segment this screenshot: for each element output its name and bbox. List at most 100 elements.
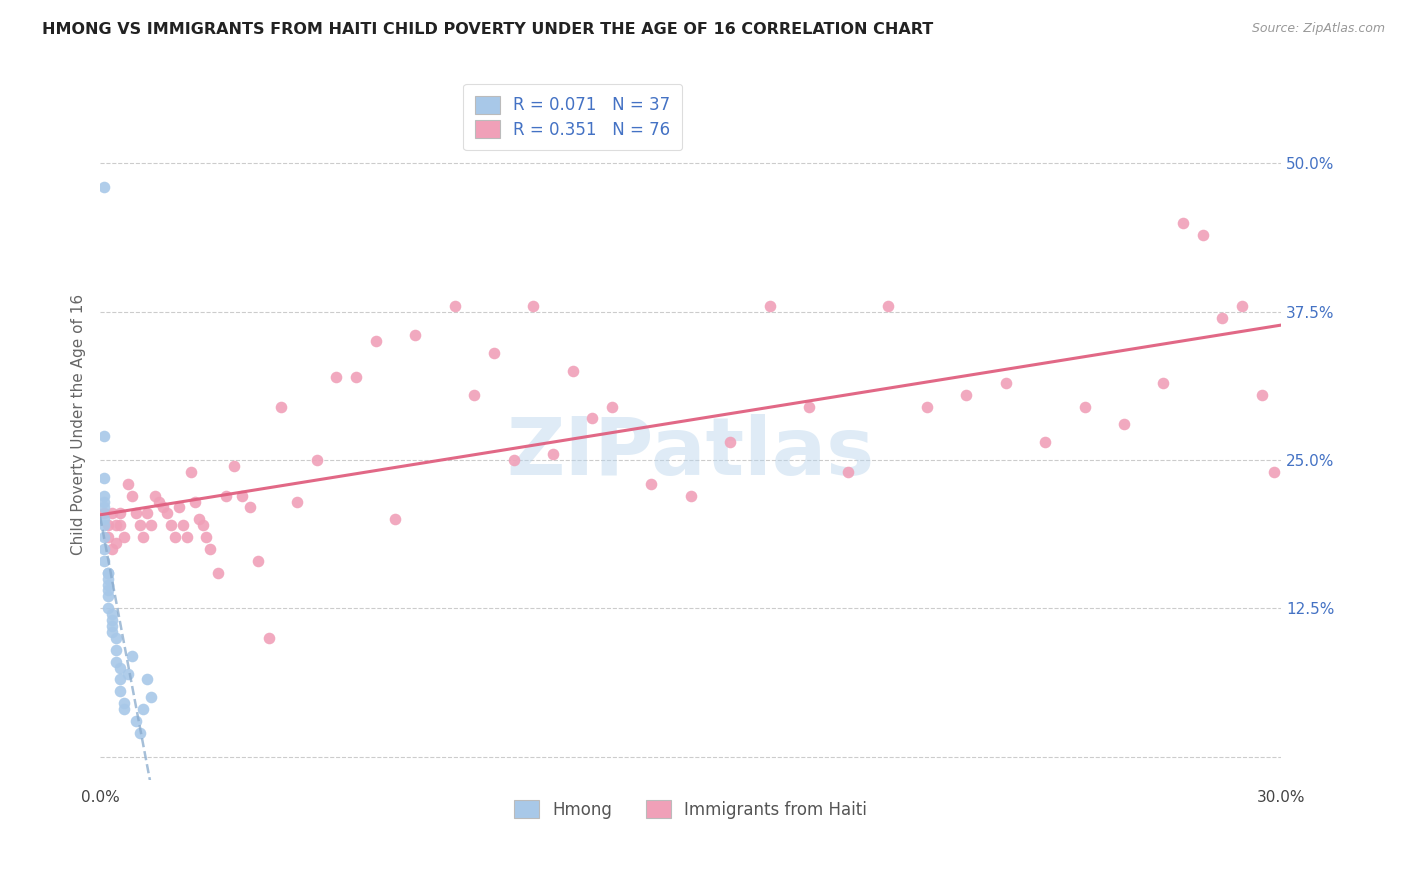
Point: [200, 541, 222, 556]
Point: [104, 631, 127, 645]
Point: [522, 299, 544, 313]
Point: [97, 590, 120, 604]
Point: [136, 507, 159, 521]
Point: [101, 619, 124, 633]
Point: [108, 507, 131, 521]
Point: [758, 299, 780, 313]
Point: [344, 370, 367, 384]
Point: [231, 489, 253, 503]
Text: ZIPatlas: ZIPatlas: [506, 414, 875, 491]
Point: [259, 631, 281, 645]
Point: [167, 500, 190, 515]
Point: [163, 530, 186, 544]
Point: [93, 180, 115, 194]
Point: [108, 684, 131, 698]
Point: [93, 500, 115, 515]
Point: [797, 400, 820, 414]
Point: [1230, 299, 1253, 313]
Point: [160, 518, 183, 533]
Point: [93, 429, 115, 443]
Point: [1263, 465, 1285, 479]
Point: [104, 518, 127, 533]
Point: [195, 530, 218, 544]
Point: [97, 601, 120, 615]
Point: [128, 726, 150, 740]
Point: [541, 447, 564, 461]
Point: [93, 507, 115, 521]
Point: [101, 625, 124, 640]
Point: [1250, 388, 1272, 402]
Point: [183, 494, 205, 508]
Point: [93, 489, 115, 503]
Point: [117, 666, 139, 681]
Point: [121, 648, 143, 663]
Point: [1073, 400, 1095, 414]
Point: [97, 566, 120, 580]
Point: [640, 476, 662, 491]
Point: [1171, 216, 1194, 230]
Point: [285, 494, 308, 508]
Point: [97, 566, 120, 580]
Point: [141, 690, 163, 705]
Point: [93, 554, 115, 568]
Point: [93, 494, 115, 508]
Point: [270, 400, 292, 414]
Point: [97, 577, 120, 591]
Point: [121, 489, 143, 503]
Point: [191, 518, 214, 533]
Point: [101, 541, 124, 556]
Point: [101, 613, 124, 627]
Point: [97, 583, 120, 598]
Point: [384, 512, 406, 526]
Point: [600, 400, 623, 414]
Point: [246, 554, 269, 568]
Point: [97, 530, 120, 544]
Point: [187, 512, 209, 526]
Point: [93, 512, 115, 526]
Point: [108, 660, 131, 674]
Point: [1033, 435, 1056, 450]
Point: [581, 411, 603, 425]
Point: [148, 494, 170, 508]
Point: [132, 530, 155, 544]
Point: [124, 507, 146, 521]
Point: [463, 388, 485, 402]
Point: [112, 530, 135, 544]
Point: [837, 465, 859, 479]
Point: [112, 696, 135, 710]
Point: [172, 518, 194, 533]
Point: [101, 607, 124, 622]
Point: [124, 714, 146, 728]
Point: [176, 530, 198, 544]
Point: [1152, 376, 1174, 390]
Point: [239, 500, 262, 515]
Point: [93, 530, 115, 544]
Point: [93, 471, 115, 485]
Point: [876, 299, 898, 313]
Point: [108, 673, 131, 687]
Point: [97, 572, 120, 586]
Point: [112, 702, 135, 716]
Point: [156, 507, 179, 521]
Point: [955, 388, 977, 402]
Point: [443, 299, 465, 313]
Point: [101, 507, 124, 521]
Text: HMONG VS IMMIGRANTS FROM HAITI CHILD POVERTY UNDER THE AGE OF 16 CORRELATION CHA: HMONG VS IMMIGRANTS FROM HAITI CHILD POV…: [42, 22, 934, 37]
Legend: Hmong, Immigrants from Haiti: Hmong, Immigrants from Haiti: [508, 793, 873, 825]
Point: [207, 566, 229, 580]
Point: [152, 500, 174, 515]
Point: [136, 673, 159, 687]
Point: [128, 518, 150, 533]
Point: [1191, 227, 1213, 242]
Point: [1211, 310, 1233, 325]
Point: [502, 453, 524, 467]
Point: [215, 489, 238, 503]
Point: [915, 400, 938, 414]
Point: [325, 370, 347, 384]
Point: [222, 458, 245, 473]
Point: [143, 489, 166, 503]
Point: [117, 476, 139, 491]
Point: [104, 655, 127, 669]
Point: [679, 489, 702, 503]
Point: [718, 435, 741, 450]
